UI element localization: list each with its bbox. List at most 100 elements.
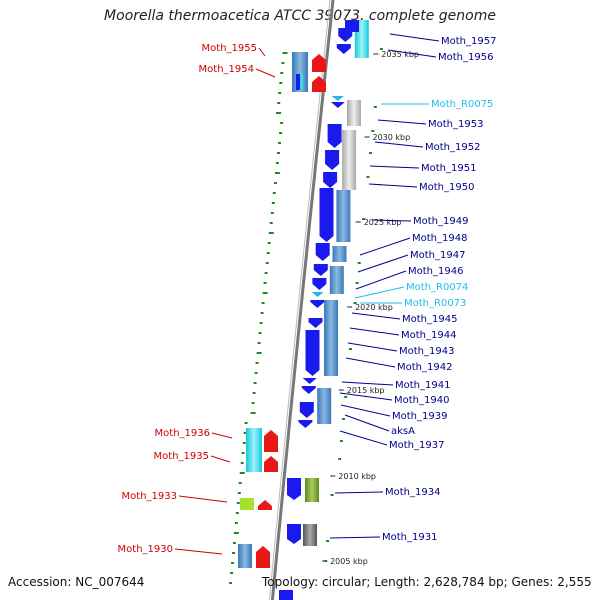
leader-line (347, 342, 398, 352)
feature-box (347, 100, 361, 126)
kbp-tick-label: 2025 kbp (364, 218, 402, 227)
gc-skew-mark (276, 112, 282, 114)
gene-label-aksA: aksA (391, 426, 415, 437)
leader-line (339, 430, 388, 446)
gc-skew-mark (355, 282, 359, 284)
feature-box (305, 478, 319, 502)
gc-skew-mark (324, 560, 328, 562)
gc-skew-mark (277, 102, 281, 104)
gc-skew-mark (271, 202, 275, 204)
gc-skew-mark (326, 540, 330, 542)
kbp-tick-label: 2010 kbp (338, 472, 376, 481)
forward-cds-arrow (336, 44, 351, 54)
gc-skew-mark (253, 382, 257, 384)
gc-skew-mark (272, 192, 276, 194)
gene-label-Moth_1943: Moth_1943 (399, 346, 454, 357)
feature-box (303, 524, 317, 546)
gc-skew-mark (349, 348, 352, 350)
forward-cds-arrow (319, 188, 334, 242)
gene-label-Moth_1956: Moth_1956 (438, 52, 493, 63)
forward-cds-arrow (345, 20, 359, 32)
feature-box (238, 544, 252, 568)
gc-skew-mark (230, 572, 234, 574)
leader-line (345, 357, 396, 368)
reverse-cds-arrow (312, 54, 326, 72)
leader-line (349, 327, 400, 336)
gc-skew-mark (280, 72, 284, 74)
gc-skew-mark (275, 162, 279, 164)
gc-skew-mark (238, 482, 242, 484)
gc-skew-mark (266, 252, 270, 254)
gc-skew-mark (258, 332, 262, 334)
gc-skew-mark (255, 362, 259, 364)
gene-label-Moth_1944: Moth_1944 (401, 330, 456, 341)
gc-skew-mark (339, 440, 343, 442)
gene-label-Moth_1931: Moth_1931 (382, 532, 437, 543)
reverse-cds-arrow (264, 456, 278, 472)
forward-cds-arrow (308, 318, 323, 328)
gene-label-Moth_1952: Moth_1952 (425, 142, 480, 153)
rna-marker (300, 74, 303, 90)
gc-skew-mark (261, 302, 265, 304)
gc-skew-mark (260, 312, 264, 314)
rna-marker (311, 292, 324, 297)
gc-skew-mark (268, 232, 274, 234)
reverse-cds-arrow (264, 430, 278, 452)
gc-skew-mark (330, 494, 334, 496)
gene-label-Moth_R0073: Moth_R0073 (404, 298, 466, 309)
gc-skew-mark (267, 242, 271, 244)
forward-cds-arrow (327, 124, 342, 148)
gc-skew-mark (252, 392, 256, 394)
feature-box (246, 428, 262, 472)
gc-skew-mark (280, 122, 284, 124)
leader-line (387, 49, 437, 58)
gene-label-Moth_1946: Moth_1946 (408, 266, 463, 277)
leader-line (344, 414, 390, 432)
gc-skew-mark (279, 82, 283, 84)
gc-skew-mark (379, 48, 383, 50)
gc-skew-mark (264, 272, 268, 274)
gc-skew-mark (278, 92, 282, 94)
leader-line (258, 47, 266, 57)
leader-line (371, 219, 412, 222)
gc-skew-mark (241, 452, 245, 454)
kbp-tick-label: 2005 kbp (330, 557, 368, 566)
gc-skew-mark (353, 302, 357, 304)
gc-skew-mark (277, 152, 280, 154)
backbone-ring-inner (268, 0, 331, 600)
gene-label-Moth_1957: Moth_1957 (441, 36, 496, 47)
gc-skew-mark (251, 402, 255, 404)
feature-box (317, 388, 332, 424)
gc-skew-mark (263, 282, 267, 284)
gc-skew-mark (274, 172, 280, 174)
gene-label-Moth_1949: Moth_1949 (413, 216, 468, 227)
gc-skew-mark (281, 62, 285, 64)
gene-label-Moth_1934: Moth_1934 (385, 487, 440, 498)
gc-skew-mark (265, 262, 269, 264)
forward-cds-arrow (298, 420, 313, 428)
leader-line (210, 455, 231, 463)
gc-skew-mark (366, 176, 370, 178)
gene-label-Moth_1940: Moth_1940 (394, 395, 449, 406)
gc-skew-mark (371, 130, 375, 132)
forward-cds-arrow (323, 172, 338, 188)
feature-box (332, 246, 347, 262)
forward-cds-arrow (315, 243, 330, 261)
gc-skew-mark (232, 552, 235, 554)
gc-skew-mark (338, 458, 342, 460)
leader-line (339, 392, 393, 401)
leader-line (368, 183, 418, 188)
forward-cds-arrow (296, 74, 300, 90)
feature-box (324, 300, 338, 376)
feature-box (240, 498, 254, 510)
kbp-tick-label: 2035 kbp (381, 50, 419, 59)
gc-skew-mark (254, 372, 258, 374)
leader-line (354, 286, 405, 299)
leader-line (357, 254, 409, 273)
forward-cds-arrow (310, 300, 325, 308)
leader-line (351, 312, 401, 320)
gc-skew-mark (244, 422, 248, 424)
backbone-ring (270, 0, 335, 600)
gc-skew-mark (243, 432, 247, 434)
kbp-tick-label: 2015 kbp (347, 386, 385, 395)
